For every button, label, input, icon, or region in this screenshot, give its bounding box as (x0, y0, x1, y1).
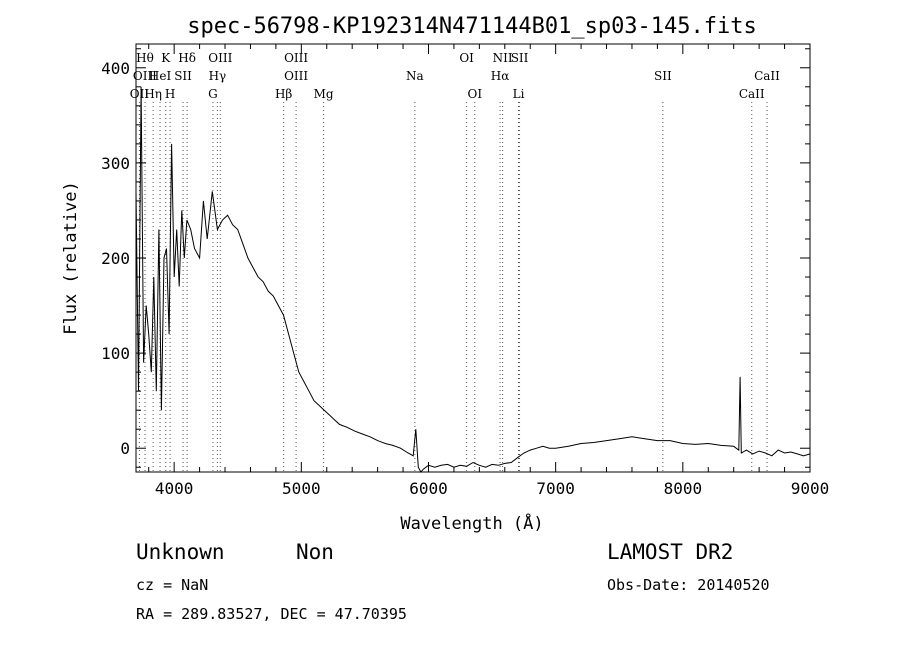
coordinates: RA = 289.83527, DEC = 47.70395 (136, 605, 407, 623)
line-label: G (208, 87, 218, 101)
tick-label: 300 (101, 154, 130, 173)
observation-date: Obs-Date: 20140520 (607, 576, 770, 594)
survey-name: LAMOST DR2 (607, 540, 734, 564)
axis-ticks: 4000 5000 6000 7000 8000 9000 0 100 200 300 400 (101, 44, 829, 498)
line-label: Hβ (275, 87, 292, 101)
line-label: SII (654, 69, 672, 83)
line-label: Hθ (136, 51, 154, 65)
line-label: Hη (144, 87, 162, 101)
line-label: NII (493, 51, 513, 65)
spectrum-line (135, 86, 811, 473)
line-label: HeI (149, 69, 172, 83)
line-label: Hα (491, 69, 510, 83)
redshift-cz: cz = NaN (136, 576, 209, 594)
plot-frame (135, 43, 811, 473)
line-label: OI (459, 51, 474, 65)
line-label: OIII (133, 69, 157, 83)
line-label: OIII (284, 51, 308, 65)
line-label: OII (130, 87, 150, 101)
y-axis-label: Flux (relative) (61, 181, 81, 335)
emission-line-labels: OII Hθ OIII Hη HeI K H SII Hδ OIII Hγ G Hβ OIII OIII Mg… (130, 51, 780, 101)
line-label: Mg (314, 87, 334, 101)
tick-label: 4000 (155, 479, 194, 498)
chart-title: spec-56798-KP192314N471144B01_sp03-145.f… (187, 14, 757, 39)
line-label: OIII (284, 69, 308, 83)
tick-label: 5000 (282, 479, 321, 498)
line-label: Hδ (178, 51, 196, 65)
spectral-class: Unknown (136, 540, 225, 564)
line-label: Hγ (209, 69, 227, 83)
line-label: Li (513, 87, 525, 101)
line-label: OI (467, 87, 482, 101)
line-label: SII (174, 69, 192, 83)
emission-line-markers (138, 102, 768, 472)
tick-label: 7000 (536, 479, 575, 498)
line-label: K (161, 51, 171, 65)
tick-label: 400 (101, 59, 130, 78)
tick-label: 8000 (664, 479, 703, 498)
line-label: CaII (754, 69, 780, 83)
tick-label: 9000 (791, 479, 830, 498)
x-axis-label: Wavelength (Å) (400, 512, 543, 534)
line-label: SII (511, 51, 529, 65)
line-label: Na (406, 69, 424, 83)
line-label: CaII (739, 87, 765, 101)
tick-label: 200 (101, 249, 130, 268)
line-label: OIII (208, 51, 232, 65)
tick-label: 0 (120, 439, 130, 458)
spectral-subclass: Non (296, 540, 334, 564)
tick-label: 6000 (409, 479, 448, 498)
tick-label: 100 (101, 344, 130, 363)
line-label: H (165, 87, 175, 101)
